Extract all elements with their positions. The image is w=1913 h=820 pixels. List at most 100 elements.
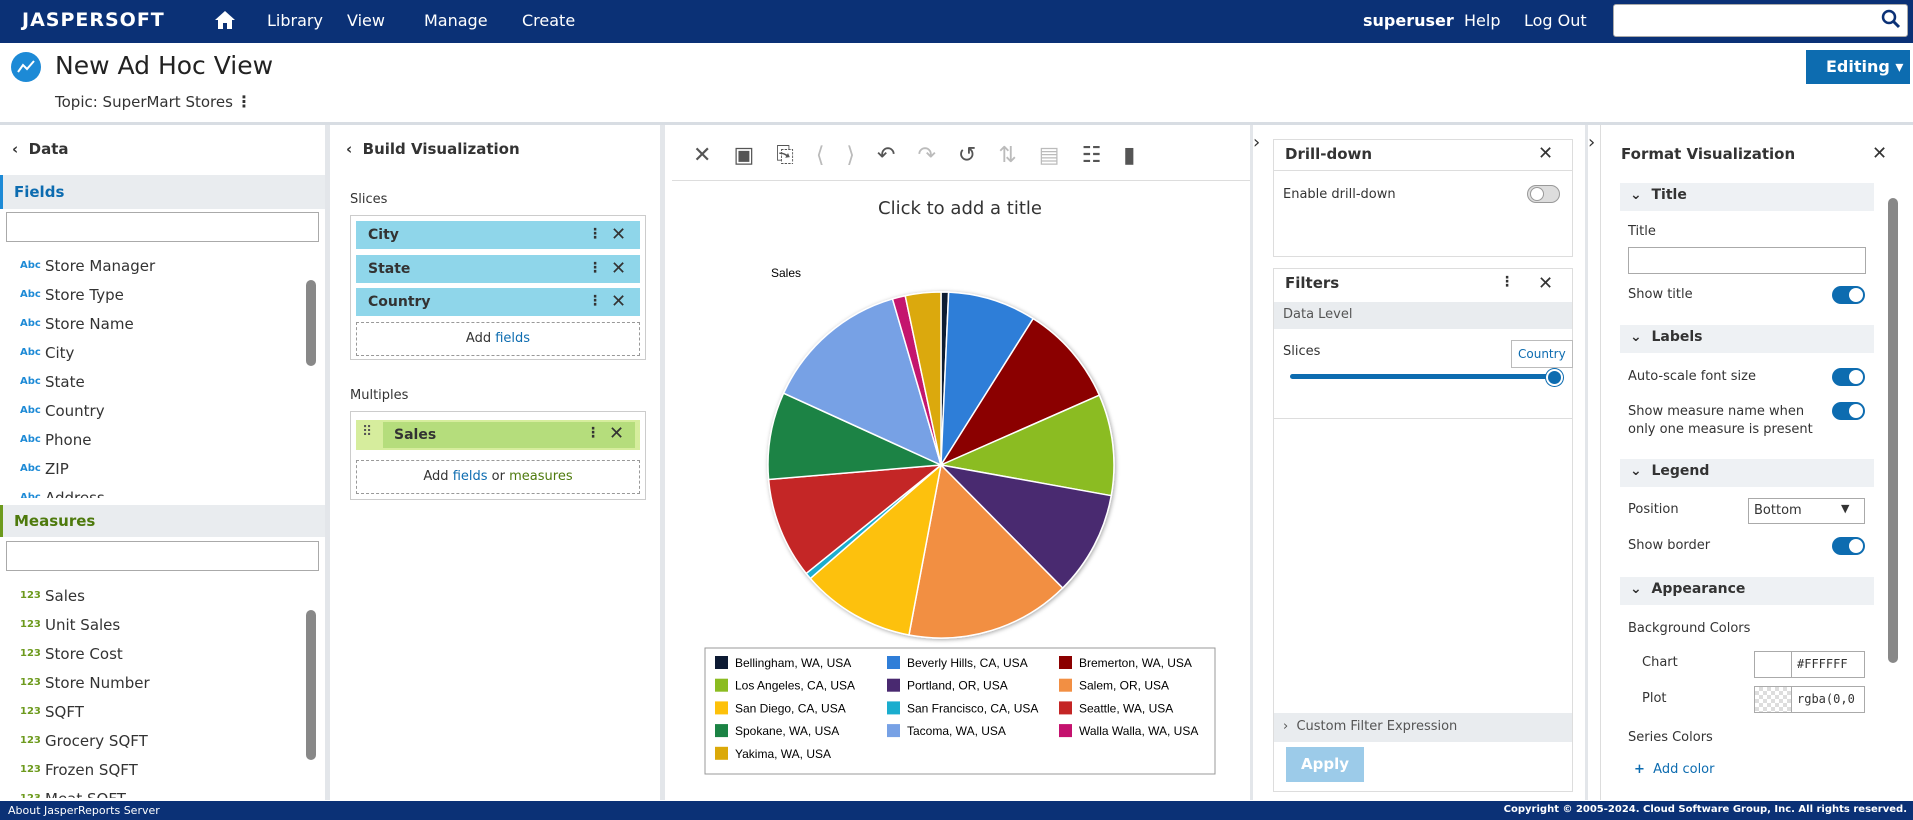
color-swatch[interactable] bbox=[1754, 686, 1792, 713]
collapse-toggle[interactable]: › bbox=[1253, 132, 1261, 153]
toggle[interactable] bbox=[1832, 286, 1865, 304]
list-item[interactable]: 123 Sales bbox=[0, 584, 300, 610]
legend-swatch[interactable] bbox=[715, 656, 728, 669]
position-select[interactable] bbox=[1748, 498, 1865, 524]
scrollbar[interactable] bbox=[306, 610, 316, 760]
about-link[interactable]: About JasperReports Server bbox=[8, 804, 160, 817]
list-item[interactable]: Abc Store Name bbox=[0, 312, 300, 338]
select-arrow[interactable]: ▼ bbox=[1841, 502, 1850, 515]
legend-label[interactable]: San Diego, CA, USA bbox=[735, 701, 846, 715]
toggle[interactable] bbox=[1832, 537, 1865, 555]
search-box[interactable] bbox=[1613, 4, 1908, 37]
close[interactable]: ✕ bbox=[1538, 143, 1554, 164]
list-item[interactable]: Abc Address bbox=[0, 486, 300, 498]
custom-filter-bar[interactable] bbox=[1274, 713, 1572, 742]
legend-label[interactable]: Bellingham, WA, USA bbox=[735, 656, 851, 670]
custom-filter[interactable]: › Custom Filter Expression bbox=[1283, 719, 1458, 734]
toggle[interactable] bbox=[1832, 368, 1865, 386]
collapse-toggle[interactable]: › bbox=[1588, 132, 1596, 153]
section-title[interactable] bbox=[1620, 183, 1874, 211]
tool-export[interactable]: ⎘ bbox=[776, 143, 816, 168]
plot-color-input[interactable]: rgba(0,0 bbox=[1791, 686, 1865, 713]
add-fields-measures[interactable]: Add fields or measures bbox=[356, 460, 640, 494]
fields-link[interactable]: fields bbox=[452, 469, 488, 484]
nav-item[interactable]: View bbox=[347, 11, 385, 30]
fields-link[interactable]: fields bbox=[495, 331, 531, 346]
tool-filter[interactable]: ☷ bbox=[1081, 143, 1124, 168]
section-labels[interactable] bbox=[1620, 325, 1874, 353]
legend-swatch[interactable] bbox=[715, 724, 728, 738]
pie-slice[interactable] bbox=[908, 463, 1064, 639]
legend-label[interactable]: Walla Walla, WA, USA bbox=[1079, 724, 1198, 738]
legend-label[interactable]: Yakima, WA, USA bbox=[735, 747, 831, 761]
apply-button[interactable]: Apply bbox=[1286, 747, 1364, 782]
slider-handle[interactable] bbox=[1546, 369, 1563, 386]
pill-remove[interactable]: ✕ bbox=[609, 423, 625, 444]
pill-remove[interactable]: ✕ bbox=[611, 224, 627, 245]
pie-slice[interactable] bbox=[809, 463, 943, 636]
home-icon[interactable] bbox=[213, 9, 237, 31]
slice-pill[interactable]: Country ⋮ ✕ bbox=[356, 288, 640, 316]
slider-track[interactable] bbox=[1290, 374, 1554, 379]
legend-label[interactable]: Tacoma, WA, USA bbox=[907, 724, 1006, 738]
legend-label[interactable]: San Francisco, CA, USA bbox=[907, 701, 1038, 715]
pie-slice[interactable] bbox=[767, 392, 944, 481]
close[interactable]: ✕ bbox=[1872, 143, 1888, 164]
pill-menu[interactable]: ⋮ bbox=[588, 259, 602, 276]
legend-swatch[interactable] bbox=[1059, 656, 1072, 669]
nav-item[interactable]: Create bbox=[522, 11, 576, 30]
search-icon[interactable] bbox=[1881, 9, 1901, 29]
brand[interactable]: JASPERSOFT bbox=[22, 9, 165, 31]
list-item[interactable]: Abc Store Type bbox=[0, 283, 300, 309]
list-item[interactable]: 123 Store Cost bbox=[0, 642, 300, 668]
legend-label[interactable]: Los Angeles, CA, USA bbox=[735, 679, 855, 693]
list-item[interactable]: Abc State bbox=[0, 370, 300, 396]
tool-sort[interactable]: ⇅ bbox=[998, 143, 1039, 168]
legend-label[interactable]: Spokane, WA, USA bbox=[735, 724, 839, 738]
tool-undo[interactable]: ↶ bbox=[877, 143, 918, 168]
slice-pill[interactable]: State ⋮ ✕ bbox=[356, 254, 640, 283]
mode-button[interactable]: Editing ▾ bbox=[1806, 50, 1910, 84]
section-label[interactable]: ⌄ Labels bbox=[1630, 329, 1703, 345]
legend-swatch[interactable] bbox=[715, 678, 728, 692]
pie-slice[interactable] bbox=[939, 317, 1101, 467]
legend-swatch[interactable] bbox=[887, 724, 900, 738]
list-item[interactable]: 123 Unit Sales bbox=[0, 613, 300, 639]
toggle[interactable] bbox=[1832, 402, 1865, 420]
chart-title[interactable]: Click to add a title bbox=[878, 198, 1042, 219]
scrollbar[interactable] bbox=[1888, 198, 1898, 663]
slice-pill[interactable]: City ⋮ ✕ bbox=[356, 221, 640, 249]
topic-menu[interactable]: ⋮ bbox=[236, 92, 252, 111]
nav-item[interactable]: Library bbox=[267, 11, 323, 30]
nav-item[interactable]: Manage bbox=[424, 11, 488, 30]
section-label[interactable]: ⌄ Title bbox=[1630, 187, 1687, 203]
measures-link[interactable]: measures bbox=[509, 469, 573, 484]
close[interactable]: ✕ bbox=[1538, 273, 1554, 294]
section-legend[interactable] bbox=[1620, 459, 1874, 487]
list-item[interactable]: Abc Phone bbox=[0, 428, 300, 454]
logout-link[interactable]: Log Out bbox=[1524, 11, 1587, 30]
legend-label[interactable]: Portland, OR, USA bbox=[907, 679, 1008, 693]
list-item[interactable]: 123 Frozen SQFT bbox=[0, 758, 300, 784]
pie-slice[interactable] bbox=[938, 463, 1113, 590]
legend-swatch[interactable] bbox=[715, 746, 728, 760]
pie-slice[interactable] bbox=[940, 291, 1035, 468]
color-swatch[interactable] bbox=[1754, 651, 1792, 678]
legend-label[interactable]: Beverly Hills, CA, USA bbox=[907, 656, 1028, 670]
pie-slice[interactable] bbox=[767, 464, 944, 575]
pie-slice[interactable] bbox=[904, 291, 942, 466]
legend-swatch[interactable] bbox=[887, 656, 900, 669]
tool-sql[interactable]: ⟨⟩ bbox=[815, 143, 878, 168]
section-appearance[interactable] bbox=[1620, 577, 1874, 605]
tool-close[interactable]: ✕ bbox=[693, 143, 734, 168]
list-item[interactable]: Abc Store Manager bbox=[0, 254, 300, 280]
pie-slice[interactable] bbox=[782, 298, 943, 467]
list-item[interactable]: 123 SQFT bbox=[0, 700, 300, 726]
legend-swatch[interactable] bbox=[1059, 678, 1072, 692]
add-fields[interactable]: Add fields bbox=[356, 322, 640, 356]
drag-handle[interactable]: ⠿ bbox=[362, 424, 373, 440]
legend-swatch[interactable] bbox=[715, 701, 728, 715]
filters-menu[interactable]: ⋮ bbox=[1500, 274, 1514, 290]
legend-swatch[interactable] bbox=[1059, 724, 1072, 738]
list-item[interactable]: Abc City bbox=[0, 341, 300, 367]
